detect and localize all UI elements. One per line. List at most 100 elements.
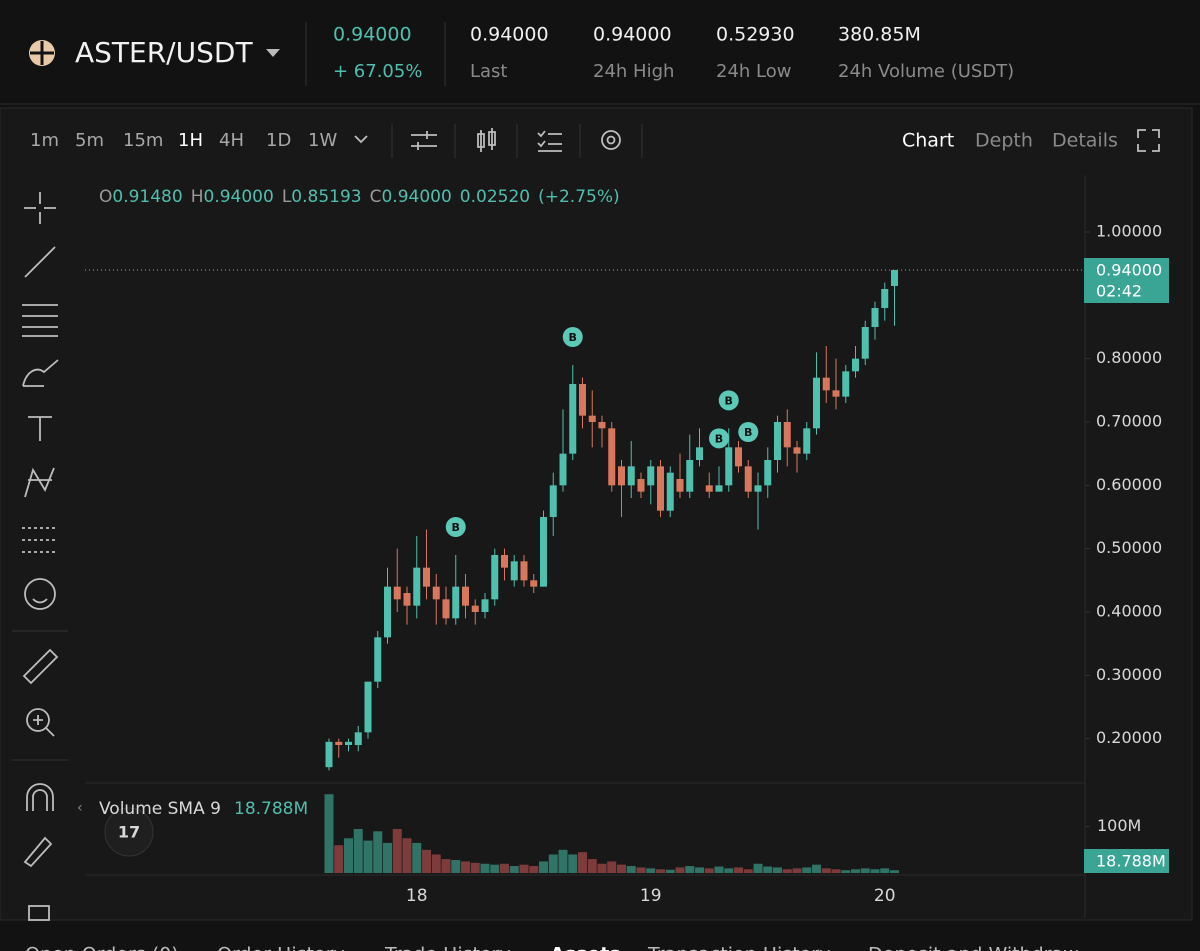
candle-body <box>374 637 382 682</box>
candle-body <box>540 517 547 587</box>
lock-tool[interactable] <box>28 905 50 921</box>
tv-logo-mark: 17 <box>118 823 140 842</box>
volume-bar <box>539 861 548 873</box>
tv-logo <box>104 807 154 857</box>
candle-body <box>442 599 450 619</box>
volume-bar <box>773 867 782 873</box>
trend-line-tool[interactable] <box>24 246 56 278</box>
interval-caret[interactable] <box>354 135 368 144</box>
volume-bar <box>617 864 626 873</box>
interval[interactable]: 5m <box>75 130 104 151</box>
y-tick-label: 0.40000 <box>1096 602 1162 621</box>
ruler-tool[interactable] <box>22 648 59 685</box>
crosshair-tool[interactable] <box>24 192 56 224</box>
emoji-tool[interactable] <box>24 578 56 610</box>
candle-body <box>471 605 479 612</box>
volume-bar <box>597 863 607 873</box>
candle-body <box>520 561 528 581</box>
bottom-tab[interactable]: Assets <box>550 944 621 951</box>
candle-body <box>384 586 391 638</box>
zoom-tool[interactable] <box>26 708 50 732</box>
volume-bar <box>626 866 636 873</box>
candle-body <box>598 422 606 429</box>
bottom-tab[interactable]: Order History <box>217 944 345 951</box>
candle-body <box>852 358 859 372</box>
interval[interactable]: 1m <box>30 130 59 151</box>
brush-tool[interactable] <box>22 359 59 387</box>
candle-body <box>569 384 577 454</box>
candle-body <box>657 466 664 511</box>
interval[interactable]: 1W <box>308 130 337 151</box>
bottom-tab[interactable]: Deposit and Withdraw <box>868 944 1079 951</box>
bottom-tab[interactable]: Transaction History <box>647 944 830 951</box>
volume-bar <box>363 840 373 873</box>
volume-bar <box>451 860 461 873</box>
view-tab[interactable]: Details <box>1052 130 1118 152</box>
volume-bar <box>529 866 539 873</box>
volume-bar <box>324 794 334 873</box>
candle-body <box>481 599 489 612</box>
ohlc-part: 0.02520 <box>460 187 530 207</box>
volume-bar <box>558 849 568 873</box>
candle-body <box>354 732 362 745</box>
pair[interactable]: ASTER/USDT <box>75 36 253 69</box>
pattern-tool[interactable] <box>24 467 55 498</box>
template-icon[interactable] <box>537 130 562 152</box>
volume-bar <box>500 863 509 873</box>
volume-bar <box>344 838 353 873</box>
countdown: 02:42 <box>1096 282 1142 301</box>
buy-marker <box>738 422 759 442</box>
candle-body <box>842 371 850 397</box>
stat-label: 24h Volume (USDT) <box>838 61 1014 82</box>
settings-icon-inner <box>606 135 616 145</box>
text-tool[interactable] <box>28 416 52 441</box>
candle-body <box>686 460 694 492</box>
buy-marker-label: B <box>725 394 733 407</box>
x-tick-label: 18 <box>406 886 428 906</box>
zoom-tool-mark <box>33 715 55 737</box>
volume-bar <box>607 861 617 873</box>
ohlc-part: 0.91480 <box>112 187 182 207</box>
settings-icon[interactable] <box>601 130 621 150</box>
candle-body <box>696 447 703 460</box>
candle-type-icon[interactable] <box>477 128 496 152</box>
bottom-tab[interactable]: Trade History <box>384 944 511 951</box>
volume-bar <box>490 864 500 873</box>
candle-body <box>491 555 499 600</box>
fullscreen-icon[interactable] <box>1137 129 1160 152</box>
candle-body <box>364 681 372 733</box>
interval[interactable]: 1H <box>178 130 203 151</box>
interval[interactable]: 1D <box>266 130 291 151</box>
candle-body <box>588 415 596 422</box>
volume-tick-label: 100M <box>1097 816 1141 835</box>
stat-value: 0.94000 <box>470 24 549 46</box>
indicator-icon[interactable] <box>411 131 437 150</box>
interval[interactable]: 4H <box>219 130 244 151</box>
volume-bar <box>373 831 383 873</box>
volume-bar <box>568 854 578 873</box>
volume-bar <box>870 869 880 873</box>
volume-bar <box>675 867 685 873</box>
volume-bar <box>841 870 851 873</box>
interval[interactable]: 15m <box>123 130 163 151</box>
volume-bar <box>792 868 802 873</box>
collapse-arrow[interactable]: ‹ <box>77 800 83 816</box>
ohlc-part: 0.85193 <box>291 187 361 207</box>
view-tab[interactable]: Depth <box>975 130 1033 152</box>
magnet-tool[interactable] <box>26 783 54 811</box>
candle-body <box>891 270 898 286</box>
view-tab[interactable]: Chart <box>902 130 954 152</box>
candle-body <box>423 567 430 587</box>
fib-tool[interactable] <box>22 304 58 337</box>
candle-body <box>744 466 752 492</box>
pair-caret[interactable] <box>266 49 280 57</box>
ohlc-line: O0.91480 H0.94000 L0.85193 C0.94000 0.02520(… <box>99 187 620 207</box>
volume-bar <box>802 867 812 873</box>
volume-bar <box>519 864 529 873</box>
prediction-tool[interactable] <box>22 527 58 553</box>
candle-body <box>559 453 567 486</box>
stat-value: 380.85M <box>838 24 921 46</box>
buy-marker-label: B <box>569 331 577 344</box>
bottom-tab[interactable]: Open Orders (0) <box>25 944 179 951</box>
lock-draw-tool[interactable] <box>23 836 53 868</box>
